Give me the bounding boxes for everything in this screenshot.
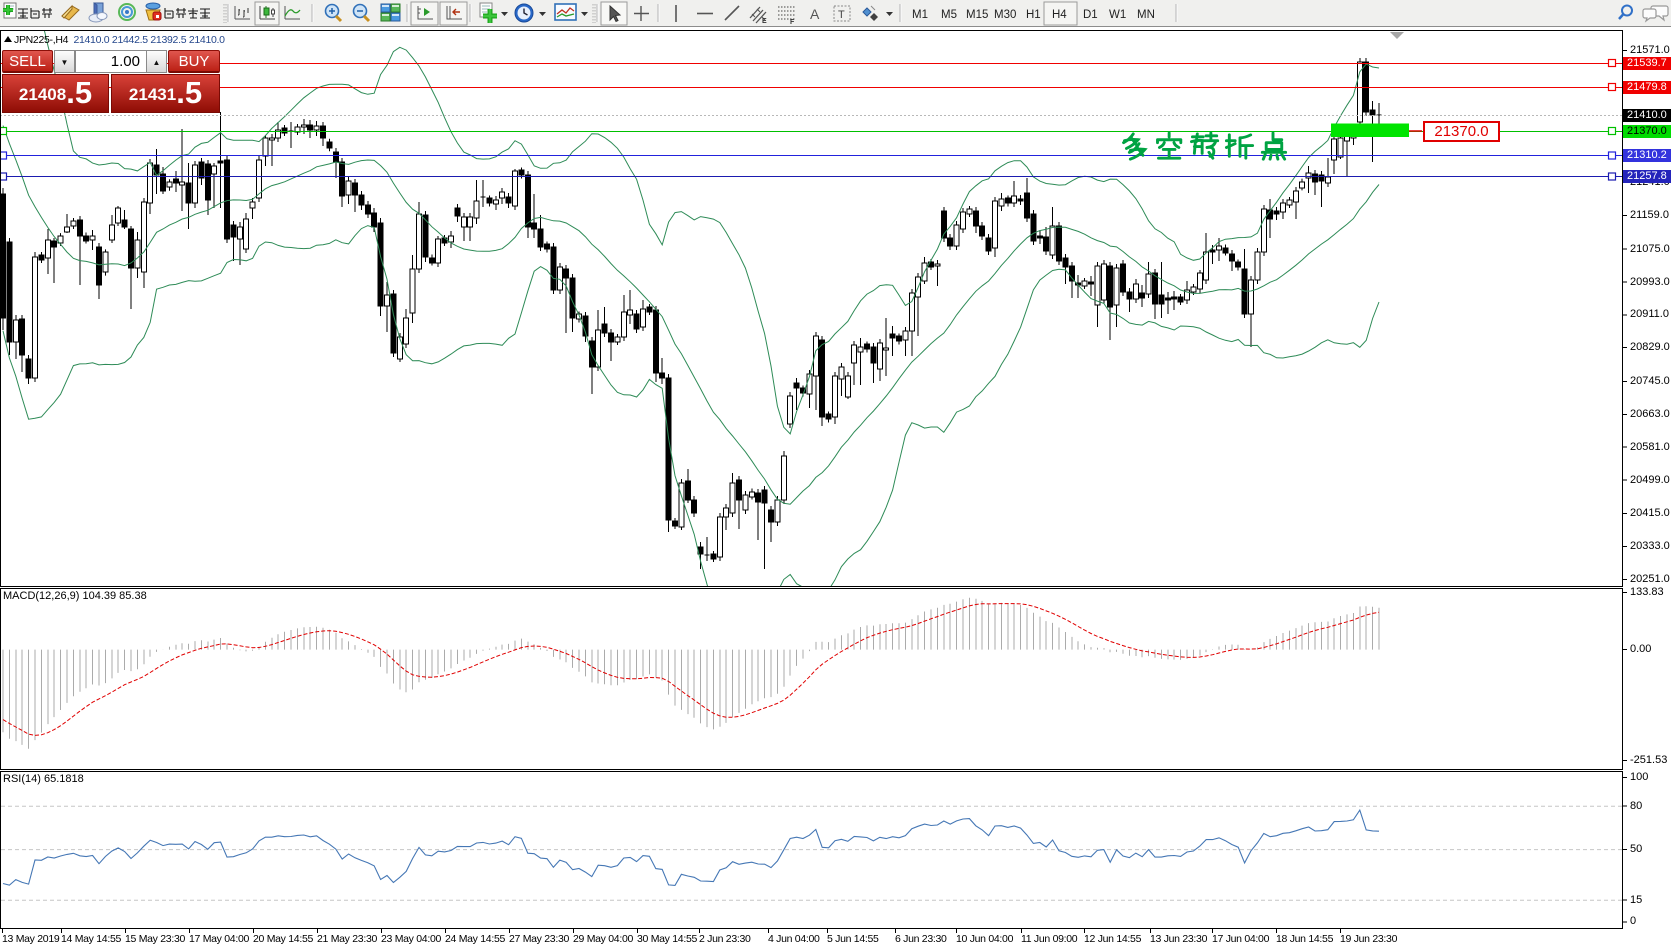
- svg-text:M15: M15: [966, 9, 988, 21]
- svg-text:M1: M1: [912, 9, 928, 21]
- svg-text:H1: H1: [1026, 9, 1041, 21]
- svg-text:A: A: [810, 6, 820, 22]
- svg-text:F: F: [790, 19, 795, 26]
- svg-text:E: E: [762, 18, 767, 25]
- svg-text:T: T: [838, 9, 845, 21]
- svg-text:D1: D1: [1083, 9, 1098, 21]
- svg-text:M30: M30: [994, 9, 1016, 21]
- svg-text:H4: H4: [1052, 9, 1067, 21]
- svg-text:M5: M5: [941, 9, 957, 21]
- svg-text:W1: W1: [1109, 9, 1126, 21]
- svg-text:MN: MN: [1137, 9, 1155, 21]
